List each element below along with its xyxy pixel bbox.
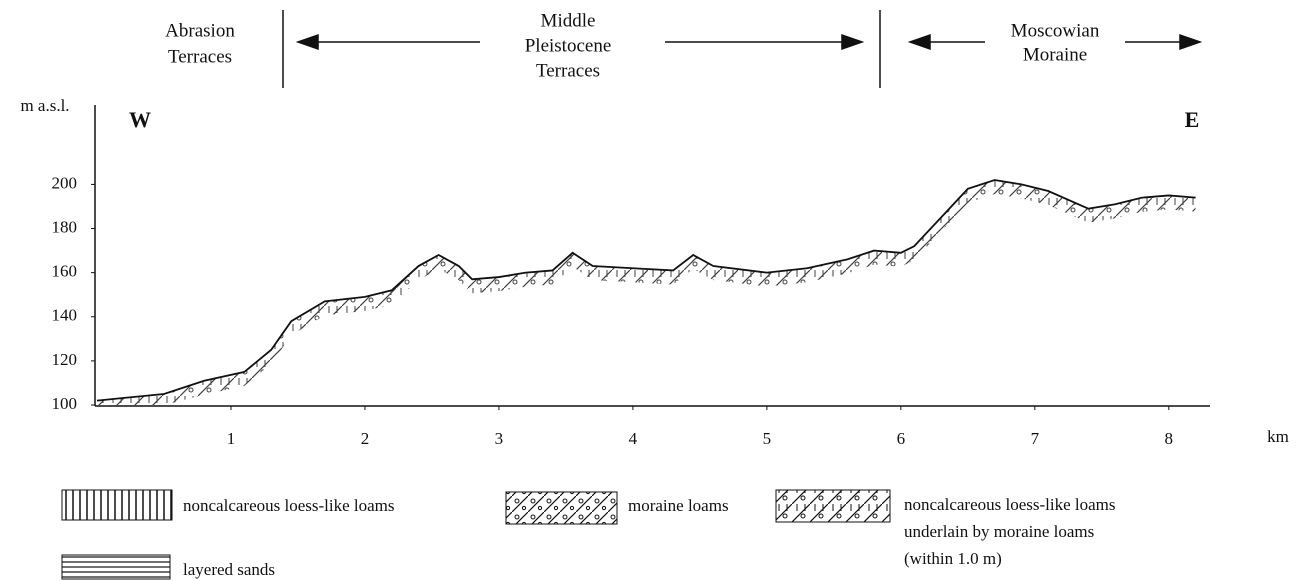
y-tick-label: 120 xyxy=(52,350,78,369)
x-tick-label: 6 xyxy=(897,429,906,448)
direction-label: W xyxy=(129,107,151,132)
y-axis-label: m a.s.l. xyxy=(20,96,69,115)
legend-swatch xyxy=(775,489,891,523)
profile-line xyxy=(96,179,1196,402)
legend-label: noncalcareous loess-like loams xyxy=(183,496,395,515)
legend-swatch xyxy=(61,489,173,521)
direction-label: E xyxy=(1185,107,1200,132)
x-tick-label: 4 xyxy=(629,429,638,448)
legend-label: layered sands xyxy=(183,560,275,579)
legend-swatch xyxy=(61,554,171,580)
arrow-head xyxy=(907,33,931,51)
legend-label: (within 1.0 m) xyxy=(904,549,1002,568)
arrow-head xyxy=(295,33,319,51)
y-tick-label: 180 xyxy=(52,217,78,236)
zone-label: Abrasion xyxy=(165,20,235,41)
y-tick-label: 100 xyxy=(52,394,78,413)
legend-label: moraine loams xyxy=(628,496,729,515)
y-tick-label: 140 xyxy=(52,306,78,325)
x-axis-label: km xyxy=(1267,427,1289,446)
arrow-head xyxy=(841,33,865,51)
zone-label: Terraces xyxy=(536,60,600,81)
zone-label: Moscowian xyxy=(1011,20,1100,41)
arrow-head xyxy=(1179,33,1203,51)
x-tick-label: 5 xyxy=(763,429,772,448)
x-tick-label: 2 xyxy=(361,429,370,448)
legend-swatch xyxy=(505,491,618,525)
zone-label: Terraces xyxy=(168,46,232,67)
legend-label: underlain by moraine loams xyxy=(904,522,1094,541)
x-tick-label: 3 xyxy=(495,429,504,448)
headers xyxy=(282,10,1203,88)
x-tick-label: 1 xyxy=(227,429,236,448)
zone-label: Moraine xyxy=(1023,44,1087,65)
y-tick-label: 160 xyxy=(52,262,78,281)
x-tick-label: 8 xyxy=(1165,429,1174,448)
x-tick-label: 7 xyxy=(1031,429,1040,448)
y-tick-label: 200 xyxy=(52,173,78,192)
zone-label: Pleistocene xyxy=(525,35,612,56)
zone-label: Middle xyxy=(541,10,596,31)
deposit-band xyxy=(97,180,1196,405)
legend-label: noncalcareous loess-like loams xyxy=(904,495,1116,514)
